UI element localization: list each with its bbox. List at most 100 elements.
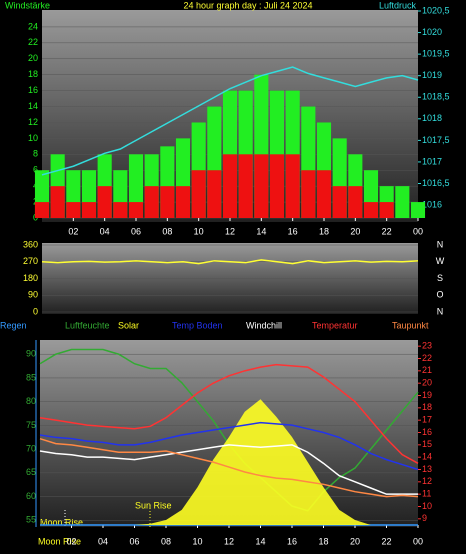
y2-label: Luftdruck [379, 0, 417, 10]
y-tick-label: 14 [28, 101, 38, 111]
legend-label: Regen [0, 320, 27, 330]
y-tick-label: 0 [33, 306, 38, 316]
y-tick-label: 70 [26, 443, 36, 453]
legend-label: Temp Boden [172, 320, 223, 330]
x-tick-label: 18 [319, 226, 329, 236]
bar [160, 186, 175, 218]
x-tick-label: 00 [413, 226, 423, 236]
y2-tick-label: 1019 [422, 70, 442, 80]
y-tick-label: 80 [26, 396, 36, 406]
y-tick-label: 24 [28, 21, 38, 31]
legend-label: Luftfeuchte [65, 320, 110, 330]
y2-tick-label: 1017,5 [422, 135, 450, 145]
y2-tick-label: 13 [422, 464, 432, 474]
bar [238, 154, 253, 218]
bar [113, 202, 128, 218]
bar [207, 170, 222, 218]
y-tick-label: 65 [26, 467, 36, 477]
y2-tick-label: 1019,5 [422, 49, 450, 59]
bar [191, 170, 206, 218]
x-tick-label: 08 [162, 226, 172, 236]
bar [348, 186, 363, 218]
y2-tick-label: 15 [422, 439, 432, 449]
bar [66, 202, 81, 218]
series-line [39, 444, 418, 495]
bar [410, 202, 426, 218]
y2-tick-label: 19 [422, 390, 432, 400]
y-tick-label: 12 [28, 117, 38, 127]
x-tick-label: 12 [224, 536, 234, 546]
x-tick-label: 20 [350, 226, 360, 236]
series-line [39, 437, 419, 498]
bar [81, 202, 97, 218]
bar [363, 202, 379, 218]
y-tick-label: 16 [28, 85, 38, 95]
bar [97, 186, 112, 218]
series-line [41, 259, 419, 265]
y2-tick-label: 9 [422, 513, 427, 523]
y-tick-label: 8 [33, 149, 38, 159]
x-tick-label: 14 [256, 226, 266, 236]
y2-tick-label: 14 [422, 452, 432, 462]
bar [332, 186, 347, 218]
bar [301, 170, 316, 218]
y2-tick-label: 12 [422, 476, 432, 486]
annotation: Moon Rise [40, 517, 83, 527]
y-tick-label: 55 [26, 515, 36, 525]
x-tick-label: 02 [68, 226, 78, 236]
y-tick-label: 85 [26, 372, 36, 382]
direction-label: W [436, 256, 445, 266]
y-tick-label: 60 [26, 491, 36, 501]
bar [222, 154, 238, 218]
y2-tick-label: 1017 [422, 156, 442, 166]
y2-tick-label: 10 [422, 501, 432, 511]
y-label: Windstärke [5, 0, 50, 10]
x-tick-label: 16 [287, 536, 297, 546]
y2-tick-label: 21 [422, 365, 432, 375]
bar [50, 186, 65, 218]
x-tick-label: 10 [192, 536, 202, 546]
bar [269, 154, 285, 218]
bar [285, 154, 300, 218]
bar [316, 170, 332, 218]
y-tick-label: 6 [33, 165, 38, 175]
bar [379, 202, 394, 218]
y2-tick-label: 1016,5 [422, 178, 450, 188]
y-tick-label: 90 [28, 290, 38, 300]
y2-tick-label: 1016 [422, 199, 442, 209]
y2-tick-label: 17 [422, 415, 432, 425]
y2-tick-label: 23 [422, 341, 432, 351]
x-tick-label: 04 [98, 536, 108, 546]
x-tick-label: 22 [382, 226, 392, 236]
x-tick-label: 16 [288, 226, 298, 236]
x-tick-label: 22 [381, 536, 391, 546]
bar [254, 154, 269, 218]
x-tick-label: 20 [350, 536, 360, 546]
x-tick-label: 06 [131, 226, 141, 236]
direction-label: N [437, 306, 444, 316]
x-tick-label: 10 [194, 226, 204, 236]
y-tick-label: 22 [28, 37, 38, 47]
y-tick-label: 90 [26, 349, 36, 359]
y2-tick-label: 20 [422, 378, 432, 388]
chart-title: 24 hour graph day : Juli 24 2024 [183, 0, 312, 10]
direction-label: O [436, 290, 443, 300]
y-tick-label: 270 [23, 256, 38, 266]
bar [395, 186, 410, 218]
y-tick-label: 10 [28, 133, 38, 143]
direction-label: S [437, 273, 443, 283]
y2-tick-label: 16 [422, 427, 432, 437]
bar [144, 186, 159, 218]
series-line [39, 363, 419, 464]
y2-tick-label: 1018 [422, 113, 442, 123]
y2-tick-label: 18 [422, 402, 432, 412]
series-line [41, 66, 419, 176]
x-tick-label: 06 [129, 536, 139, 546]
y-tick-label: 75 [26, 420, 36, 430]
y2-tick-label: 11 [422, 489, 431, 499]
y-tick-label: 20 [28, 53, 38, 63]
y2-tick-label: 1020,5 [422, 5, 450, 15]
y2-tick-label: 1020 [422, 27, 442, 37]
annotation: Sun Rise [135, 500, 172, 510]
